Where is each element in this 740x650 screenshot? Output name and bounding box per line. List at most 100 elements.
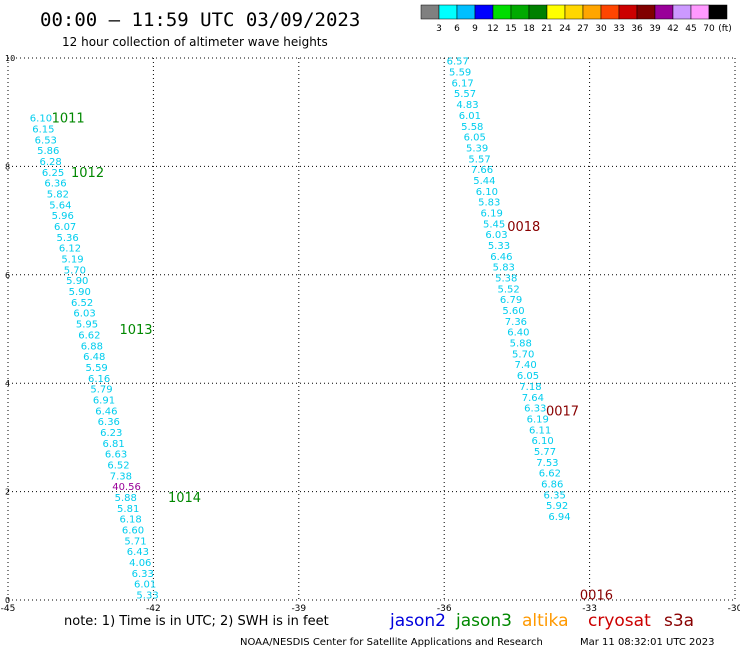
data-point-label: 5.38	[495, 274, 517, 285]
legend-entry-cryosat: cryosat	[588, 611, 651, 631]
data-point-label: 6.11	[529, 425, 551, 436]
color-swatch	[690, 4, 710, 20]
data-point-label: 7.66	[471, 165, 493, 176]
data-point-label: 6.63	[105, 450, 127, 461]
data-point-label: 6.94	[548, 512, 570, 523]
data-point-label: 6.15	[32, 124, 54, 135]
x-tick-label: -45	[1, 604, 16, 614]
chart-subtitle: 12 hour collection of altimeter wave hei…	[62, 35, 328, 49]
y-tick-label: 2	[5, 488, 10, 497]
color-swatch	[636, 4, 656, 20]
data-point-label: 6.19	[527, 414, 549, 425]
data-point-label: 6.03	[485, 230, 507, 241]
x-tick-label: -30	[728, 604, 740, 614]
color-scale-label: 18	[523, 24, 535, 34]
color-scale-label: 36	[631, 24, 643, 34]
color-swatch	[528, 4, 548, 20]
data-point-label: 6.28	[40, 157, 62, 168]
data-point-label: 6.01	[134, 580, 156, 591]
color-scale-unit: (ft)	[718, 24, 732, 34]
data-point-label: 6.62	[539, 469, 561, 480]
data-points: 6.106.156.535.866.286.256.365.825.645.96…	[30, 57, 571, 602]
color-scale-label: 15	[505, 24, 516, 34]
color-swatch	[672, 4, 692, 20]
x-tick-label: -36	[437, 604, 452, 614]
color-scale-label: 24	[559, 24, 571, 34]
data-point-label: 6.17	[451, 78, 473, 89]
track-time-label: 1011	[52, 112, 85, 127]
color-swatch	[564, 4, 584, 20]
color-scale-label: 39	[649, 24, 661, 34]
data-point-label: 7.40	[514, 360, 536, 371]
data-point-label: 6.25	[42, 168, 64, 179]
data-point-label: 5.82	[47, 190, 69, 201]
data-point-label: 6.01	[459, 111, 481, 122]
data-point-label: 6.10	[476, 187, 498, 198]
data-point-label: 5.39	[466, 143, 488, 154]
track-time-label: 0017	[546, 404, 579, 419]
data-point-label: 6.86	[541, 479, 563, 490]
data-point-label: 6.33	[132, 569, 154, 580]
color-swatch	[618, 4, 638, 20]
color-swatch	[708, 4, 728, 20]
data-point-label: 6.18	[119, 515, 141, 526]
data-point-label: 6.46	[490, 252, 512, 263]
y-tick-label: 4	[5, 379, 10, 388]
track-labels: 1011 1012 1013 1014 0018 0017 0016	[52, 112, 613, 604]
color-scale-label: 42	[667, 24, 678, 34]
data-point-label: 6.52	[107, 461, 129, 472]
y-tick-label: 8	[5, 162, 10, 171]
grid-lines	[7, 57, 736, 601]
data-point-label: 6.88	[81, 341, 103, 352]
data-point-label: 6.91	[93, 395, 115, 406]
data-point-label: 6.79	[500, 295, 522, 306]
data-point-label: 4.06	[129, 558, 151, 569]
data-point-label: 6.36	[98, 417, 120, 428]
data-point-label: 5.95	[76, 320, 98, 331]
data-point-label: 6.33	[524, 404, 546, 415]
color-swatch	[510, 4, 530, 20]
data-point-label: 6.62	[78, 330, 100, 341]
chart-title: 00:00 – 11:59 UTC 03/09/2023	[40, 9, 360, 31]
axis-ticks: -45 -42 -39 -36 -33 -30 0 2 4 6 8 10	[1, 54, 740, 614]
data-point-label: 6.10	[531, 436, 553, 447]
data-point-label: 5.70	[64, 265, 86, 276]
data-point-label: 6.36	[44, 179, 66, 190]
footer-timestamp: Mar 11 08:32:01 UTC 2023	[580, 637, 715, 648]
data-point-label: 6.10	[30, 114, 52, 125]
data-point-label: 6.16	[88, 374, 110, 385]
x-tick-label: -39	[291, 604, 306, 614]
track-time-label: 0016	[580, 589, 613, 604]
data-point-label: 5.36	[56, 233, 78, 244]
data-point-label: 5.81	[117, 504, 139, 515]
data-point-label: 5.90	[66, 276, 88, 287]
data-point-label: 40.56	[112, 482, 141, 493]
color-swatch	[600, 4, 620, 20]
data-point-label: 6.53	[35, 135, 57, 146]
color-scale-label: 9	[472, 24, 478, 34]
data-point-label: 5.57	[454, 89, 476, 100]
data-point-label: 5.57	[468, 154, 490, 165]
data-point-label: 5.58	[461, 122, 483, 133]
data-point-label: 7.64	[522, 393, 544, 404]
data-point-label: 6.48	[83, 352, 105, 363]
data-point-label: 5.90	[69, 287, 91, 298]
color-scale-bar: 3 6 9 12 15 18 21 24 27 30 33 36 39 42 45 70 (ft)	[420, 4, 732, 34]
color-swatch	[456, 4, 476, 20]
data-point-label: 5.64	[49, 200, 71, 211]
data-point-label: 5.83	[493, 263, 515, 274]
data-point-label: 5.83	[478, 198, 500, 209]
legend-entry-jason3: jason3	[455, 611, 512, 631]
data-point-label: 6.35	[544, 490, 566, 501]
data-point-label: 5.96	[52, 211, 74, 222]
data-point-label: 5.86	[37, 146, 59, 157]
data-point-label: 5.71	[124, 536, 146, 547]
data-point-label: 6.46	[95, 406, 117, 417]
color-scale-label: 6	[454, 24, 460, 34]
color-swatch	[420, 4, 440, 20]
data-point-label: 5.59	[449, 68, 471, 79]
data-point-label: 5.88	[510, 339, 532, 350]
color-scale-label: 30	[595, 24, 607, 34]
data-point-label: 6.81	[103, 439, 125, 450]
